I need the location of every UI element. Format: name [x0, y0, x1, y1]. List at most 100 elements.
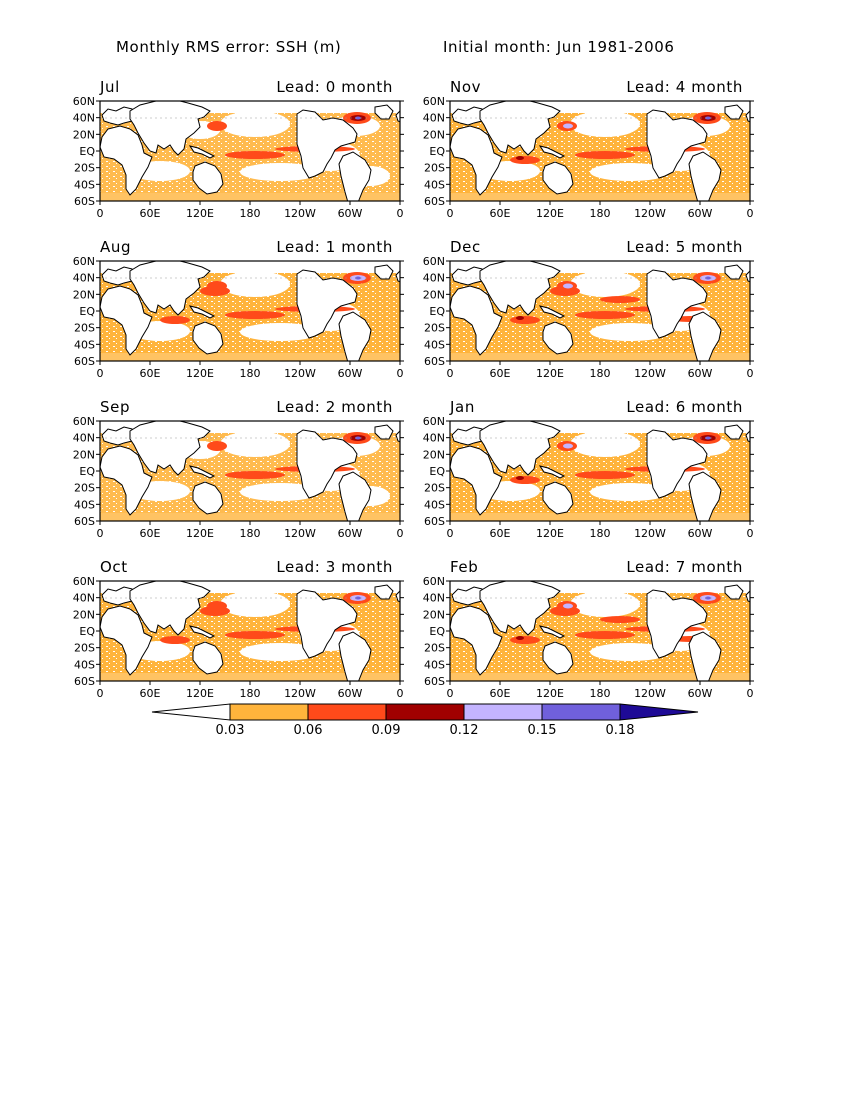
lon-tick-label: 60E [140, 527, 161, 540]
lon-tick-label: 60E [490, 687, 511, 700]
lat-tick-label: 40S [424, 178, 445, 191]
lat-tick-label: 20S [74, 322, 95, 335]
lat-tick-label: 40N [73, 432, 95, 445]
lat-tick-label: EQ [79, 145, 95, 158]
lon-tick-label: 60E [490, 207, 511, 220]
lon-tick-label: 60E [140, 207, 161, 220]
lat-tick-label: EQ [79, 305, 95, 318]
lat-tick-label: 60N [73, 575, 95, 588]
lon-tick-label: 0 [97, 687, 104, 700]
lon-tick-label: 0 [447, 527, 454, 540]
lon-tick-label: 60W [688, 367, 713, 380]
lat-tick-label: EQ [79, 625, 95, 638]
panel-lead-label: Lead: 4 month [626, 78, 743, 96]
lon-tick-label: 180 [590, 527, 611, 540]
lon-tick-label: 60W [688, 207, 713, 220]
lat-tick-label: EQ [429, 305, 445, 318]
lat-tick-label: 60S [424, 675, 445, 688]
lat-tick-label: 60N [73, 255, 95, 268]
lat-tick-label: 60S [74, 355, 95, 368]
lon-tick-label: 120E [536, 527, 564, 540]
lon-tick-label: 60W [688, 687, 713, 700]
lon-tick-label: 0 [747, 207, 754, 220]
colorbar-level-label: 0.18 [606, 723, 635, 738]
colorbar-segment [307, 703, 387, 721]
lon-tick-label: 180 [590, 687, 611, 700]
colorbar-segment [229, 703, 309, 721]
lat-tick-label: 20N [423, 288, 445, 301]
lat-tick-label: 40S [74, 658, 95, 671]
lon-tick-label: 180 [240, 367, 261, 380]
colorbar-level-label: 0.03 [216, 723, 245, 738]
lat-tick-label: 40S [74, 338, 95, 351]
lon-tick-label: 120E [186, 207, 214, 220]
panel-lead-label: Lead: 6 month [626, 398, 743, 416]
lon-tick-label: 120W [284, 527, 316, 540]
lat-tick-label: 20N [73, 448, 95, 461]
lon-tick-label: 0 [397, 687, 404, 700]
lon-tick-label: 180 [240, 527, 261, 540]
lat-tick-label: 60S [74, 515, 95, 528]
lat-tick-label: EQ [429, 465, 445, 478]
lon-tick-label: 120W [634, 527, 666, 540]
lat-tick-label: 20S [74, 162, 95, 175]
panel-month-label: Dec [450, 238, 481, 256]
lat-tick-label: 20N [73, 288, 95, 301]
panel-lead-label: Lead: 5 month [626, 238, 743, 256]
panel-month-label: Jul [99, 78, 120, 96]
lat-tick-label: 40S [424, 498, 445, 511]
lon-tick-label: 120W [284, 687, 316, 700]
lon-tick-label: 60E [490, 367, 511, 380]
lon-tick-label: 120W [634, 207, 666, 220]
lat-tick-label: 60S [424, 355, 445, 368]
figure-title-left: Monthly RMS error: SSH (m) [116, 38, 341, 56]
lat-tick-label: 20S [74, 482, 95, 495]
colorbar-level-label: 0.06 [294, 723, 323, 738]
lon-tick-label: 0 [97, 527, 104, 540]
lat-tick-label: 40N [423, 272, 445, 285]
lat-tick-label: 60N [423, 255, 445, 268]
colorbar-low-triangle [151, 703, 231, 721]
panel-lead-label: Lead: 7 month [626, 558, 743, 576]
lat-tick-label: 60N [73, 95, 95, 108]
colorbar-segment [541, 703, 621, 721]
lon-tick-label: 120W [284, 207, 316, 220]
lat-tick-label: EQ [429, 145, 445, 158]
lat-tick-label: 40S [424, 658, 445, 671]
lon-tick-label: 0 [447, 367, 454, 380]
lat-tick-label: 60N [423, 95, 445, 108]
lat-tick-label: 60S [424, 195, 445, 208]
lat-tick-label: 60N [73, 415, 95, 428]
panel-lead-label: Lead: 1 month [276, 238, 393, 256]
figure-title-right: Initial month: Jun 1981-2006 [443, 38, 675, 56]
lat-tick-label: EQ [79, 465, 95, 478]
lon-tick-label: 180 [590, 207, 611, 220]
lat-tick-label: 60S [424, 515, 445, 528]
lon-tick-label: 120E [536, 367, 564, 380]
lat-tick-label: 40S [424, 338, 445, 351]
lat-tick-label: 40N [423, 592, 445, 605]
panel-lead-label: Lead: 2 month [276, 398, 393, 416]
panel-month-label: Sep [100, 398, 130, 416]
lon-tick-label: 120E [186, 687, 214, 700]
panel-month-label: Nov [450, 78, 481, 96]
lon-tick-label: 60W [338, 207, 363, 220]
lon-tick-label: 0 [747, 367, 754, 380]
lon-tick-label: 0 [747, 687, 754, 700]
lat-tick-label: 20S [424, 322, 445, 335]
colorbar-level-label: 0.15 [528, 723, 557, 738]
lat-tick-label: 20S [424, 642, 445, 655]
colorbar-segment [385, 703, 465, 721]
lat-tick-label: 40N [73, 112, 95, 125]
lat-tick-label: 20N [423, 448, 445, 461]
lon-tick-label: 0 [97, 367, 104, 380]
lon-tick-label: 180 [240, 687, 261, 700]
lon-tick-label: 60E [490, 527, 511, 540]
lat-tick-label: 20S [424, 482, 445, 495]
